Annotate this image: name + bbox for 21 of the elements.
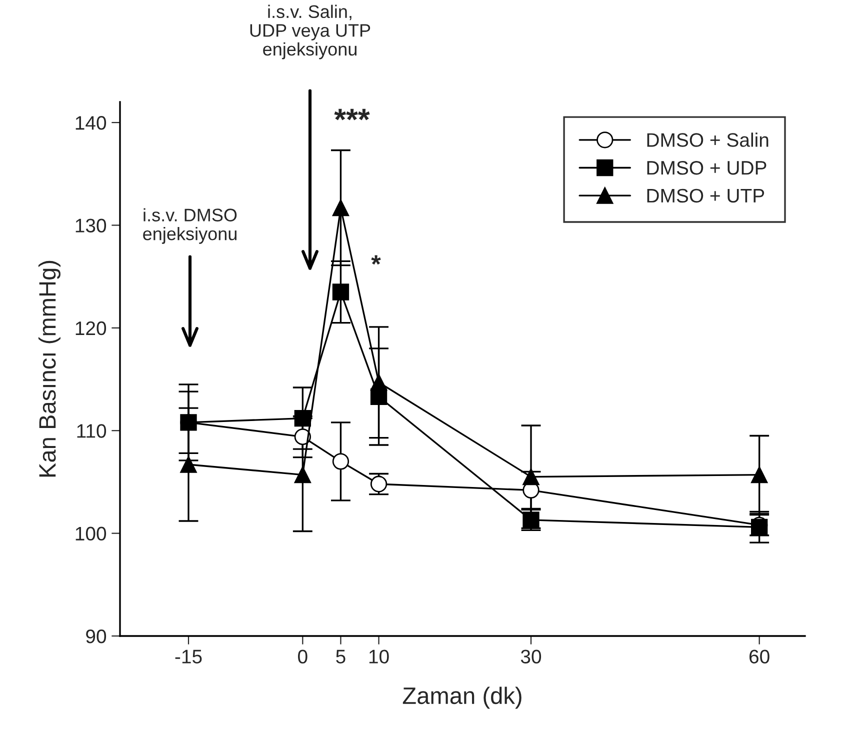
- y-tick-label: 100: [76, 526, 106, 541]
- text: i.s.v. Salin, UDP veya UTP enjeksiyonu: [250, 4, 370, 60]
- annotation: *: [371, 255, 381, 265]
- legend-label: DMSO + UDP: [647, 160, 766, 175]
- y-axis-title: Kan Basıncı (mmHg): [38, 260, 60, 477]
- x-tick-label: -15: [175, 650, 202, 664]
- y-tick-label: 90: [86, 629, 106, 644]
- x-axis-title: Zaman (dk): [402, 686, 522, 709]
- x-tick-label: 30: [520, 650, 542, 664]
- legend-label: DMSO + UTP: [647, 188, 764, 203]
- x-tick-label: 60: [750, 650, 770, 664]
- y-tick-label: 130: [76, 218, 106, 232]
- x-tick-label: 0: [298, 650, 308, 664]
- y-tick-label: 140: [76, 116, 106, 130]
- y-tick-label: 110: [77, 424, 106, 438]
- x-tick-label: 5: [336, 650, 346, 664]
- annotation: i.s.v. DMSO enjeksiyonu: [143, 208, 237, 244]
- x-tick-label: 10: [369, 650, 389, 664]
- annotation: ***: [334, 108, 370, 120]
- legend-label: DMSO + Salin: [647, 132, 768, 147]
- y-tick-label: 120: [76, 321, 106, 336]
